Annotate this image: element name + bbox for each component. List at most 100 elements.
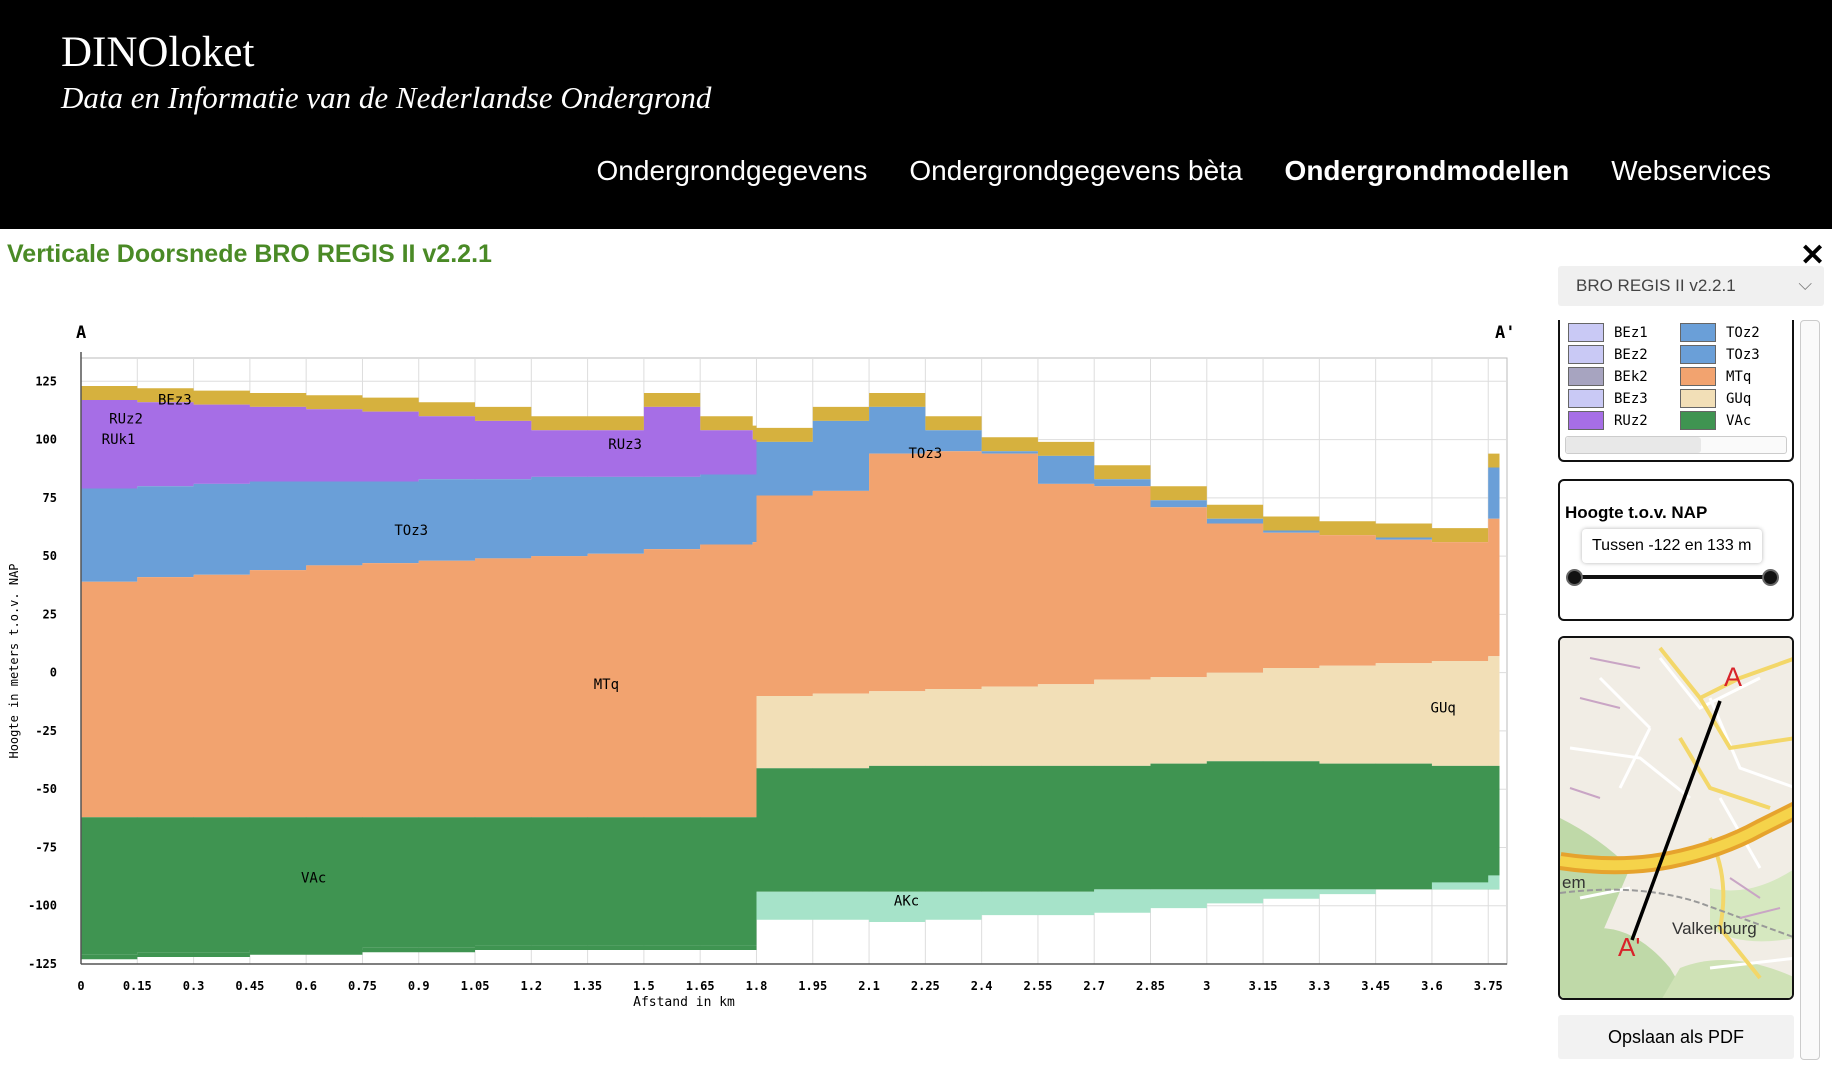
x-tick-label: 1.95: [798, 979, 827, 993]
y-tick-label: -50: [35, 782, 57, 796]
layer-label: BEz3: [158, 393, 192, 409]
legend-label: VAc: [1726, 412, 1752, 429]
x-tick-label: 2.85: [1136, 979, 1165, 993]
map-canvas: A A A' Valkenburg em: [1560, 638, 1794, 998]
legend-item-guq: GUq: [1680, 389, 1751, 408]
map-main-roads: [1658, 646, 1792, 980]
map-label-end: A': [1618, 932, 1640, 962]
legend-label: RUz2: [1614, 412, 1648, 429]
x-tick-label: 1.35: [573, 979, 602, 993]
layer-label: RUz3: [608, 437, 642, 453]
layer-mtq: [81, 451, 1500, 818]
x-tick-label: 3: [1203, 979, 1210, 993]
layer-vac: [81, 761, 1500, 955]
y-tick-label: -125: [28, 957, 57, 971]
site-header: DINOloket Data en Informatie van de Nede…: [0, 0, 1832, 229]
legend-swatch: [1568, 411, 1604, 430]
y-tick-label: 50: [43, 549, 57, 563]
nav-item-ondergrondmodellen[interactable]: Ondergrondmodellen: [1284, 155, 1570, 186]
layer-label: AKc: [894, 894, 919, 910]
y-tick-label: -25: [35, 724, 57, 738]
height-slider-track[interactable]: [1574, 575, 1770, 579]
legend-swatch: [1680, 345, 1716, 364]
legend-item-bez2: BEz2: [1568, 345, 1648, 364]
x-axis-label: Afstand in km: [633, 995, 735, 1010]
legend-item-vac: VAc: [1680, 411, 1751, 430]
legend-scrollbar[interactable]: [1565, 436, 1787, 454]
x-tick-label: 0.75: [348, 979, 377, 993]
map-green-area: [1560, 928, 1688, 998]
legend-label: GUq: [1726, 390, 1752, 407]
legend-swatch: [1568, 367, 1604, 386]
x-tick-label: 2.55: [1023, 979, 1052, 993]
section-start-label: A: [76, 323, 86, 343]
sidebar-scrollbar[interactable]: [1800, 320, 1820, 1060]
overview-map[interactable]: A A A' Valkenburg em: [1558, 636, 1794, 1000]
legend-swatch: [1680, 411, 1716, 430]
map-edge-label: em: [1562, 873, 1586, 892]
map-green-area: [1710, 870, 1792, 942]
legend-item-bek2: BEk2: [1568, 367, 1648, 386]
model-select[interactable]: BRO REGIS II v2.2.1 ⌵: [1558, 266, 1824, 306]
legend-item-bez3: BEz3: [1568, 389, 1648, 408]
site-logo[interactable]: DINOloket: [61, 29, 255, 76]
legend-item-toz3: TOz3: [1680, 345, 1760, 364]
layer-label: RUk1: [102, 432, 136, 448]
x-tick-label: 2.1: [858, 979, 880, 993]
map-label-start-edge: A: [1792, 663, 1794, 682]
legend-scroll-thumb[interactable]: [1566, 437, 1701, 453]
height-range-tooltip: Tussen -122 en 133 m: [1582, 529, 1762, 563]
x-tick-label: 0.9: [408, 979, 430, 993]
height-slider-max-handle[interactable]: [1762, 569, 1779, 586]
layer-label: VAc: [301, 870, 326, 886]
cross-section-chart: 125 100 75 50 25 0 -25 -50 -75 -100 -125 0 0.15 0.3 0.…: [7, 323, 1515, 1010]
layer-cap: [81, 386, 1500, 543]
section-end-label: A': [1495, 323, 1515, 343]
x-tick-label: 0.45: [235, 979, 264, 993]
map-railway: [1560, 888, 1792, 938]
map-label-start: A: [1724, 662, 1742, 692]
x-tick-label: 2.7: [1083, 979, 1105, 993]
x-tick-label: 0.15: [123, 979, 152, 993]
layer-guq: [756, 656, 1500, 769]
y-tick-label: 25: [43, 607, 57, 621]
y-tick-label: -75: [35, 840, 57, 854]
legend-item-mtq: MTq: [1680, 367, 1751, 386]
layer-akc: [756, 875, 1500, 922]
x-tick-label: 3.3: [1309, 979, 1331, 993]
x-tick-label: 0: [77, 979, 84, 993]
legend-label: BEz1: [1614, 324, 1648, 341]
legend-label: BEz2: [1614, 346, 1648, 363]
y-tick-label: 75: [43, 491, 57, 505]
nav-item-ondergrondgegevens[interactable]: Ondergrondgegevens: [596, 155, 868, 186]
x-tick-label: 1.65: [686, 979, 715, 993]
save-pdf-button[interactable]: Opslaan als PDF: [1558, 1015, 1794, 1059]
height-filter-title: Hoogte t.o.v. NAP: [1565, 503, 1708, 522]
legend-item-bez1: BEz1: [1568, 323, 1648, 342]
nav-item-ondergrondgegevens-beta[interactable]: Ondergrondgegevens bèta: [909, 155, 1243, 186]
model-select-value: BRO REGIS II v2.2.1: [1576, 276, 1736, 295]
nav-item-webservices[interactable]: Webservices: [1611, 155, 1771, 186]
legend-item-toz2: TOz2: [1680, 323, 1760, 342]
x-tick-label: 1.8: [746, 979, 768, 993]
chevron-down-icon: ⌵: [1798, 274, 1812, 294]
legend-label: TOz3: [1726, 346, 1760, 363]
x-tick-label: 1.5: [633, 979, 655, 993]
legend-label: BEz3: [1614, 390, 1648, 407]
map-green-area: [1662, 960, 1792, 998]
layer-toz3: [81, 406, 1500, 582]
x-tick-label: 2.25: [911, 979, 940, 993]
legend-label: MTq: [1726, 368, 1752, 385]
layer-label: GUq: [1431, 700, 1456, 716]
legend-item-ruz2: RUz2: [1568, 411, 1648, 430]
legend-swatch: [1680, 323, 1716, 342]
layer-label: TOz3: [908, 446, 942, 462]
map-highway-center: [1560, 806, 1792, 871]
height-slider-min-handle[interactable]: [1566, 569, 1583, 586]
layer-vac-base: [81, 889, 1500, 960]
x-tick-label: 3.6: [1421, 979, 1443, 993]
legend-panel: BEz1 TOz2 BEz2 TOz3 BEk2 MTq BEz3 GUq RUz2 VAc: [1558, 320, 1794, 462]
x-tick-label: 0.3: [183, 979, 205, 993]
legend-swatch: [1568, 389, 1604, 408]
y-axis-label: Hoogte in meters t.o.v. NAP: [7, 563, 21, 758]
